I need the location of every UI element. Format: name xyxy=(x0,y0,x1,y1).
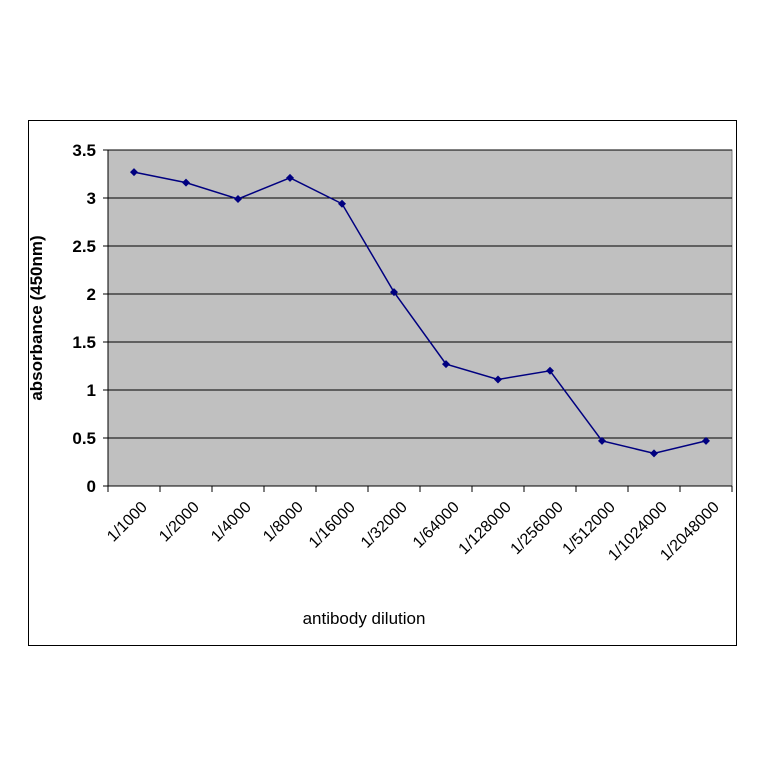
y-tick-label: 2 xyxy=(87,285,96,304)
y-tick-label: 3.5 xyxy=(72,141,96,160)
data-point xyxy=(390,288,398,297)
data-point xyxy=(650,449,658,458)
y-tick-label: 1.5 xyxy=(72,333,96,352)
data-point xyxy=(338,199,346,208)
y-tick-label: 0 xyxy=(87,477,96,496)
data-line xyxy=(133,171,707,455)
data-point xyxy=(494,375,502,384)
data-point xyxy=(598,436,606,445)
data-point xyxy=(182,178,190,187)
y-tick-label: 3 xyxy=(87,189,96,208)
data-point xyxy=(442,360,450,369)
plot-area xyxy=(107,149,733,487)
y-tick-label: 2.5 xyxy=(72,237,96,256)
y-tick-label: 0.5 xyxy=(72,429,96,448)
data-point xyxy=(130,168,138,177)
y-tick-label: 1 xyxy=(87,381,96,400)
data-point xyxy=(702,436,710,445)
y-axis-label: absorbance (450nm) xyxy=(27,235,46,400)
data-point xyxy=(546,366,554,375)
data-point xyxy=(286,173,294,182)
x-axis-label: antibody dilution xyxy=(303,609,426,628)
data-point xyxy=(234,194,242,203)
